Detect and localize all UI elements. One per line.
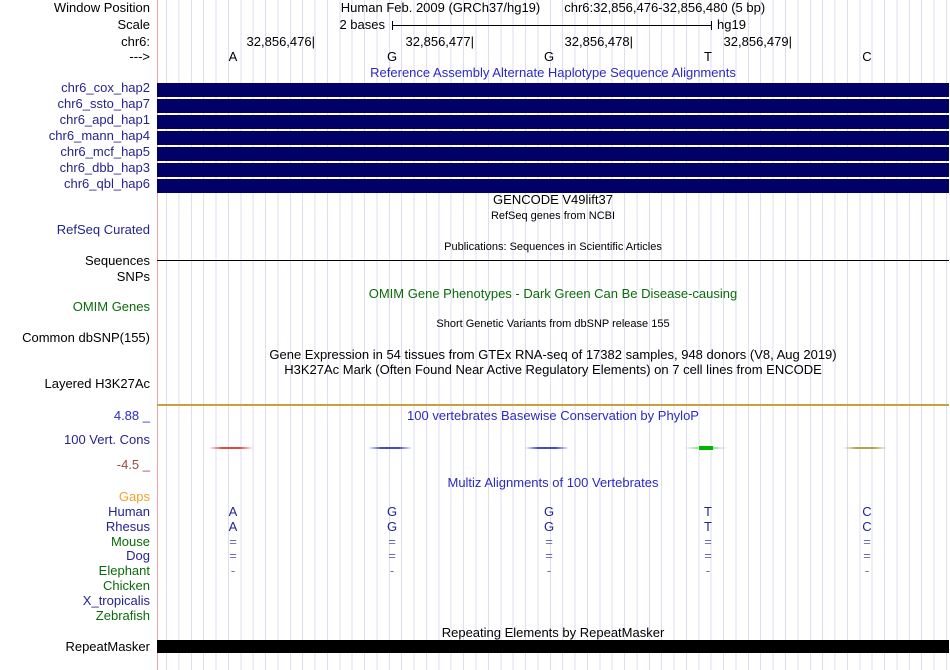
h3k27ac-title: H3K27Ac Mark (Often Found Near Active Re… xyxy=(284,362,822,377)
haplotype-track-label[interactable]: chr6_ssto_hap7 xyxy=(57,96,150,111)
gtex-title: Gene Expression in 54 tissues from GTEx … xyxy=(269,347,837,362)
alignment-base: - xyxy=(389,563,395,578)
alignment-base: G xyxy=(386,519,398,534)
species-label[interactable]: Rhesus xyxy=(105,519,150,534)
phylop-peak-mark xyxy=(699,446,713,450)
alignment-base: = xyxy=(704,534,712,549)
haplotype-track-label[interactable]: chr6_qbl_hap6 xyxy=(63,176,150,191)
coordinate-tick: 32,856,476| xyxy=(246,34,315,49)
haplotype-track-label[interactable]: chr6_apd_hap1 xyxy=(59,112,150,127)
repeatmasker-bar[interactable] xyxy=(157,640,949,653)
alignment-base: = xyxy=(229,548,237,563)
publications-title: Publications: Sequences in Scientific Ar… xyxy=(444,241,662,253)
h3k27ac-baseline[interactable] xyxy=(157,404,949,406)
scale-value: 2 bases xyxy=(339,17,385,32)
alignment-base: = xyxy=(388,548,396,563)
strand-arrow: ---> xyxy=(129,49,150,64)
haplotype-track-label[interactable]: chr6_mann_hap4 xyxy=(48,128,150,143)
track-left-edge-line xyxy=(157,0,158,670)
haplotype-alignment-bar[interactable] xyxy=(157,163,949,177)
species-label[interactable]: Elephant xyxy=(98,563,150,578)
alignment-base: T xyxy=(704,519,712,534)
window-position-label: Window Position xyxy=(53,0,150,15)
reference-base: G xyxy=(543,49,555,64)
alignment-base: = xyxy=(388,534,396,549)
haplotype-track-label[interactable]: chr6_dbb_hap3 xyxy=(59,160,150,175)
alignment-base: = xyxy=(863,548,871,563)
alignment-base: - xyxy=(705,563,711,578)
refseq-curated-label[interactable]: RefSeq Curated xyxy=(56,222,150,237)
species-label[interactable]: Dog xyxy=(126,548,150,563)
phylop-score-mark xyxy=(209,447,253,449)
multiz-title: Multiz Alignments of 100 Vertebrates xyxy=(447,475,659,490)
phylop-score-mark xyxy=(843,447,887,449)
alignment-base: A xyxy=(228,519,238,534)
alignment-base: = xyxy=(863,534,871,549)
haplotype-alignment-bar[interactable] xyxy=(157,115,949,129)
alignment-base: = xyxy=(704,548,712,563)
haplotype-alignment-bar[interactable] xyxy=(157,99,949,113)
haplotype-track-label[interactable]: chr6_cox_hap2 xyxy=(61,80,150,95)
reference-base: T xyxy=(704,49,712,64)
sequences-track-line[interactable] xyxy=(157,260,949,261)
alignment-base: - xyxy=(230,563,236,578)
coordinate-tick: 32,856,478| xyxy=(564,34,633,49)
alignment-base: C xyxy=(862,519,872,534)
assembly-title: Human Feb. 2009 (GRCh37/hg19) xyxy=(340,0,541,15)
omim-title: OMIM Gene Phenotypes - Dark Green Can Be… xyxy=(368,286,738,301)
chrom-label: chr6: xyxy=(121,34,150,49)
species-label[interactable]: X_tropicalis xyxy=(82,593,150,608)
species-label[interactable]: Gaps xyxy=(118,489,150,504)
haplotype-alignment-bar[interactable] xyxy=(157,131,949,145)
refseq-subtitle: RefSeq genes from NCBI xyxy=(490,210,616,222)
alignment-base: A xyxy=(228,504,238,519)
phylop-score-mark xyxy=(368,447,412,449)
scale-label: Scale xyxy=(117,17,150,32)
species-label[interactable]: Zebrafish xyxy=(95,608,150,623)
alignment-base: = xyxy=(229,534,237,549)
species-label[interactable]: Human xyxy=(108,504,150,519)
repeatmasker-title: Repeating Elements by RepeatMasker xyxy=(441,625,665,640)
alignment-base: = xyxy=(545,548,553,563)
alignment-base: G xyxy=(386,504,398,519)
sequences-label[interactable]: Sequences xyxy=(84,253,150,268)
reference-base: G xyxy=(386,49,398,64)
alignment-base: - xyxy=(546,563,552,578)
alignment-base: - xyxy=(864,563,870,578)
alignment-base: C xyxy=(862,504,872,519)
reference-base: C xyxy=(862,49,872,64)
common-dbsnp-label[interactable]: Common dbSNP(155) xyxy=(22,330,150,345)
gencode-title: GENCODE V49lift37 xyxy=(493,192,613,207)
alignment-base: = xyxy=(545,534,553,549)
position-range: chr6:32,856,476-32,856,480 (5 bp) xyxy=(564,0,766,15)
haplotype-track-title: Reference Assembly Alternate Haplotype S… xyxy=(370,65,736,80)
coordinate-tick: 32,856,477| xyxy=(405,34,474,49)
snps-label[interactable]: SNPs xyxy=(116,269,150,284)
alignment-base: T xyxy=(704,504,712,519)
haplotype-alignment-bar[interactable] xyxy=(157,179,949,193)
omim-genes-label[interactable]: OMIM Genes xyxy=(72,299,150,314)
phylop-title: 100 vertebrates Basewise Conservation by… xyxy=(407,408,699,423)
species-label[interactable]: Chicken xyxy=(103,578,150,593)
repeatmasker-label[interactable]: RepeatMasker xyxy=(65,639,150,654)
species-label[interactable]: Mouse xyxy=(110,534,150,549)
haplotype-alignment-bar[interactable] xyxy=(157,83,949,97)
coordinate-tick: 32,856,479| xyxy=(723,34,792,49)
haplotype-track-label[interactable]: chr6_mcf_hap5 xyxy=(60,144,150,159)
assembly-tag: hg19 xyxy=(717,17,746,32)
layered-h3k27ac-label[interactable]: Layered H3K27Ac xyxy=(44,376,150,391)
alignment-base: G xyxy=(543,504,555,519)
reference-base: A xyxy=(228,49,238,64)
window-position-row: Human Feb. 2009 (GRCh37/hg19) chr6:32,85… xyxy=(157,1,949,15)
conservation-min-value: -4.5 _ xyxy=(116,457,150,472)
vert-cons-label[interactable]: 100 Vert. Cons xyxy=(64,432,150,447)
scale-bar xyxy=(392,21,712,30)
dbsnp-title: Short Genetic Variants from dbSNP releas… xyxy=(436,318,670,330)
alignment-base: G xyxy=(543,519,555,534)
haplotype-alignment-bar[interactable] xyxy=(157,147,949,161)
phylop-score-mark xyxy=(525,447,569,449)
conservation-max-value: 4.88 _ xyxy=(113,408,150,423)
